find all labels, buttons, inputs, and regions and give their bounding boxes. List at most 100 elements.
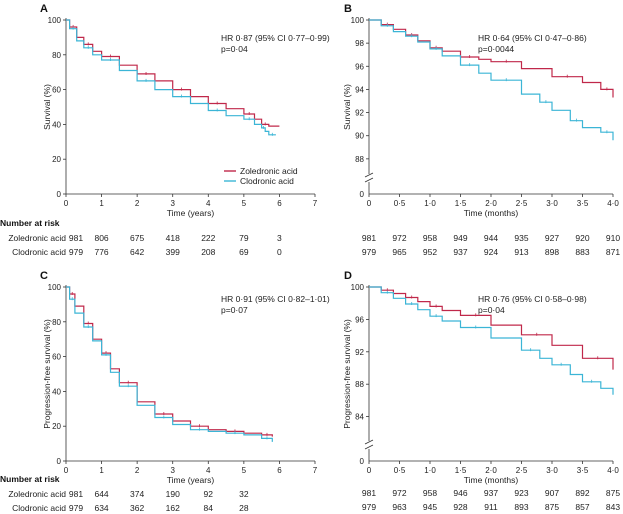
risk-table-title: Number at risk: [0, 474, 60, 484]
panel-d: D 0 84 88 92 96 100 0 0·5 1·0 1·5 2·0 2·5 3·0 3·5 4·0 Ti…: [342, 270, 620, 512]
y-tick-label: 92: [355, 109, 364, 118]
y-tick-label: 100: [351, 16, 365, 25]
axis-break-mark: [364, 172, 374, 178]
x-tick-label: 0: [64, 466, 69, 475]
x-tick-label: 0: [367, 199, 372, 208]
risk-value: 923: [514, 488, 528, 498]
panel-label: B: [344, 3, 352, 15]
y-tick-label: 96: [355, 62, 364, 71]
y-tick-label: 88: [355, 380, 364, 389]
risk-row-label-zoledronic-acid: Zoledronic acid: [8, 233, 66, 243]
p-value-text: p=0·07: [221, 305, 248, 315]
y-tick-label: 90: [355, 132, 364, 141]
risk-value: 871: [606, 247, 620, 257]
x-tick-label: 3·0: [546, 199, 558, 208]
risk-value: 32: [239, 489, 249, 499]
risk-value: 920: [575, 233, 589, 243]
risk-value: 924: [484, 247, 498, 257]
series-line-clodronic-acid: [66, 19, 276, 136]
risk-value: 965: [392, 247, 406, 257]
risk-row-label-clodronic-acid: Clodronic acid: [12, 503, 66, 513]
risk-value: 928: [453, 502, 467, 512]
risk-value: 937: [484, 488, 498, 498]
risk-value: 958: [423, 233, 437, 243]
risk-value: 222: [201, 233, 215, 243]
risk-value: 981: [362, 488, 376, 498]
risk-value: 642: [130, 247, 144, 257]
x-tick-label: 2: [135, 199, 140, 208]
risk-value: 634: [94, 503, 108, 513]
risk-value: 883: [575, 247, 589, 257]
x-tick-label: 4·0: [607, 199, 619, 208]
x-tick-label: 1·5: [455, 466, 467, 475]
x-tick-label: 4·0: [607, 466, 619, 475]
risk-value: 893: [514, 502, 528, 512]
risk-value: 644: [94, 489, 108, 499]
y-tick-label-zero: 0: [360, 457, 365, 466]
p-value-text: p=0·0044: [478, 44, 514, 54]
risk-value: 399: [166, 247, 180, 257]
risk-value: 913: [514, 247, 528, 257]
risk-value: 937: [453, 247, 467, 257]
risk-value: 963: [392, 502, 406, 512]
x-tick-label: 3·0: [546, 466, 558, 475]
axis-break-mark: [364, 439, 374, 445]
y-tick-label: 0: [57, 457, 62, 466]
risk-value: 979: [362, 502, 376, 512]
risk-value: 979: [362, 247, 376, 257]
risk-value: 949: [453, 233, 467, 243]
y-tick-label: 92: [355, 348, 364, 357]
x-tick-label: 0: [367, 466, 372, 475]
y-axis-label: Survival (%): [342, 84, 352, 130]
y-tick-label: 84: [355, 413, 364, 422]
x-tick-label: 1: [99, 199, 104, 208]
x-tick-label: 2·0: [485, 199, 497, 208]
risk-value: 979: [69, 503, 83, 513]
x-axis-label: Time (years): [167, 208, 215, 218]
risk-value: 875: [545, 502, 559, 512]
x-axis-label: Time (years): [167, 475, 215, 485]
x-tick-label: 6: [277, 466, 282, 475]
x-tick-label: 2: [135, 466, 140, 475]
x-tick-label: 4: [206, 466, 211, 475]
panel-label: D: [344, 270, 352, 282]
x-tick-label: 5: [242, 466, 247, 475]
panel-b: B 0 88 90 92 94 96 98 100 0 0·5 1·0 1·5 2·0 2·5 3·0 3·5 4…: [342, 3, 620, 257]
risk-table-title: Number at risk: [0, 218, 60, 228]
risk-value: 875: [606, 488, 620, 498]
x-tick-label: 1·0: [424, 199, 436, 208]
risk-value: 92: [204, 489, 214, 499]
risk-value: 927: [545, 233, 559, 243]
hazard-ratio-text: HR 0·87 (95% CI 0·77–0·99): [221, 33, 330, 43]
risk-value: 898: [545, 247, 559, 257]
risk-value: 972: [392, 488, 406, 498]
x-tick-label: 1: [99, 466, 104, 475]
risk-value: 944: [484, 233, 498, 243]
risk-value: 911: [484, 502, 498, 512]
x-tick-label: 0·5: [394, 199, 406, 208]
series-line-clodronic-acid: [66, 286, 273, 442]
hazard-ratio-text: HR 0·91 (95% CI 0·82–1·01): [221, 294, 330, 304]
p-value-text: p=0·04: [478, 305, 505, 315]
x-tick-label: 1·5: [455, 199, 467, 208]
y-tick-label: 40: [52, 387, 61, 396]
risk-value: 945: [423, 502, 437, 512]
y-axis-label: Progression-free survival (%): [342, 319, 352, 429]
risk-value: 981: [69, 233, 83, 243]
risk-value: 362: [130, 503, 144, 513]
y-tick-label: 100: [351, 283, 365, 292]
risk-value: 910: [606, 233, 620, 243]
x-tick-label: 2·5: [516, 199, 528, 208]
y-tick-label: 60: [52, 353, 61, 362]
risk-value: 981: [362, 233, 376, 243]
risk-value: 806: [94, 233, 108, 243]
risk-value: 162: [166, 503, 180, 513]
y-tick-label: 20: [52, 155, 61, 164]
risk-value: 979: [69, 247, 83, 257]
x-tick-label: 5: [242, 199, 247, 208]
x-tick-label: 3: [170, 199, 175, 208]
x-tick-label: 7: [313, 199, 318, 208]
risk-value: 843: [606, 502, 620, 512]
risk-value: 946: [453, 488, 467, 498]
x-tick-label: 2·5: [516, 466, 528, 475]
